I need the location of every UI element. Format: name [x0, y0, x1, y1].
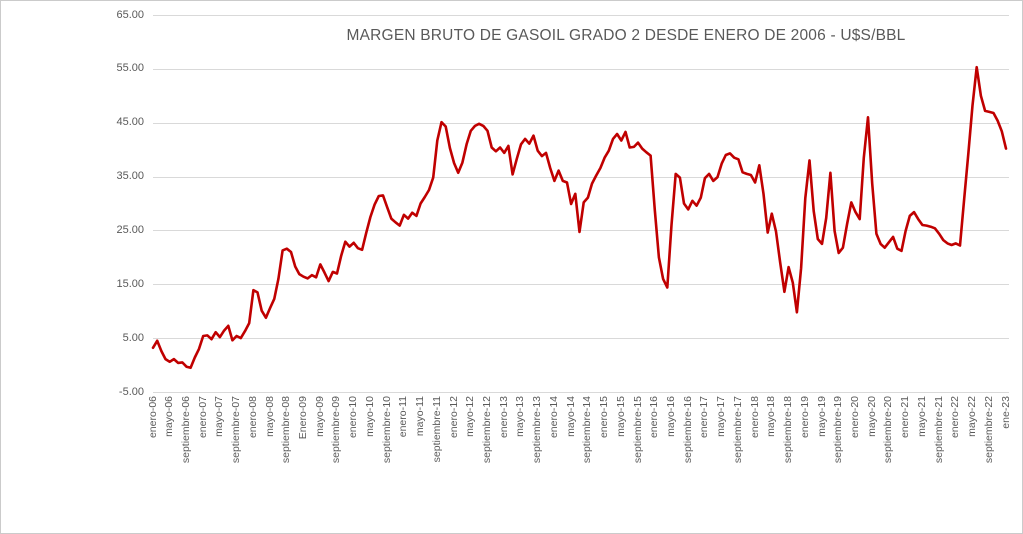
- x-axis-tick-label: septiembre-16: [681, 396, 694, 464]
- x-axis-tick-label: enero-14: [547, 396, 560, 439]
- x-axis-tick-label: mayo-09: [313, 396, 326, 437]
- x-axis-tick-label: enero-19: [798, 396, 811, 439]
- x-axis-tick-label: septiembre-10: [380, 396, 393, 464]
- x-axis-tick-label: enero-18: [748, 396, 761, 439]
- margin-series-line: [151, 65, 1008, 370]
- y-axis-tick-label: 25.00: [116, 223, 144, 236]
- x-axis-tick-label: mayo-15: [614, 396, 627, 437]
- y-axis-tick-label: 65.00: [116, 8, 144, 21]
- x-axis-tick-label: enero-17: [698, 396, 711, 439]
- x-axis-tick-label: enero-07: [196, 396, 209, 439]
- y-axis-tick-label: 15.00: [116, 277, 144, 290]
- x-axis-tick-label: mayo-17: [715, 396, 728, 437]
- x-axis-tick-label: mayo-13: [514, 396, 527, 437]
- x-axis-tick-label: enero-13: [497, 396, 510, 439]
- x-axis-tick-label: mayo-11: [414, 396, 427, 437]
- x-axis-tick-label: mayo-08: [263, 396, 276, 437]
- x-axis-tick-label: mayo-10: [363, 396, 376, 437]
- x-axis-tick-label: septiembre-14: [581, 396, 594, 464]
- x-axis-tick-label: septiembre-15: [631, 396, 644, 464]
- x-axis-tick-label: septiembre-09: [330, 396, 343, 464]
- x-axis-tick-label: septiembre-17: [731, 396, 744, 464]
- x-axis-tick-label: mayo-22: [966, 396, 979, 437]
- x-axis-tick-label: mayo-18: [765, 396, 778, 437]
- x-axis-tick-label: septiembre-21: [932, 396, 945, 464]
- chart-title: MARGEN BRUTO DE GASOIL GRADO 2 DESDE ENE…: [346, 27, 906, 44]
- x-axis-tick-label: enero-10: [347, 396, 360, 439]
- x-axis-tick-label: enero-16: [648, 396, 661, 439]
- x-axis-tick-label: mayo-12: [464, 396, 477, 437]
- x-axis-tick-label: septiembre-08: [280, 396, 293, 464]
- y-axis-tick-label: 35.00: [116, 170, 144, 183]
- y-axis-tick-label: -5.00: [118, 385, 144, 398]
- x-axis-tick-label: septiembre-18: [782, 396, 795, 464]
- x-axis-tick-label: septiembre-12: [481, 396, 493, 464]
- x-axis-tick-label: enero-06: [146, 396, 159, 439]
- x-axis-tick-label: septiembre-13: [531, 396, 544, 464]
- x-axis-tick-label: enero-21: [899, 396, 912, 439]
- x-axis-tick-label: mayo-06: [163, 396, 176, 437]
- x-axis-tick-label: septiembre-19: [832, 396, 845, 464]
- y-axis-tick-label: 55.00: [116, 62, 144, 75]
- x-axis-tick-label: enero-08: [246, 396, 259, 439]
- x-axis-tick-label: mayo-14: [564, 396, 577, 437]
- x-axis-tick-label: septiembre-07: [230, 396, 243, 464]
- x-axis-tick-label: enero-22: [949, 396, 962, 439]
- x-axis-tick-label: mayo-20: [865, 396, 878, 437]
- x-axis-tick-label: mayo-21: [915, 396, 928, 437]
- x-axis-tick-label: mayo-07: [213, 396, 226, 437]
- x-axis-tick-label: septiembre-20: [882, 396, 895, 464]
- x-axis-tick-label: septiembre-22: [982, 396, 995, 464]
- y-axis-tick-label: 5.00: [122, 331, 144, 344]
- y-axis-tick-label: 45.00: [116, 116, 144, 129]
- x-axis-tick-label: septiembre-06: [179, 396, 192, 464]
- x-axis-tick-label: Enero-09: [297, 396, 310, 440]
- x-axis-tick-label: septiembre-11: [430, 396, 443, 463]
- x-axis-tick-label: ene-23: [999, 396, 1012, 429]
- x-axis-tick-label: enero-15: [598, 396, 611, 439]
- x-axis-tick-label: enero-20: [848, 396, 861, 439]
- x-axis-tick-label: mayo-19: [815, 396, 828, 437]
- x-axis-tick-label: enero-12: [447, 396, 460, 439]
- x-axis-tick-label: enero-11: [397, 396, 410, 438]
- x-axis-tick-label: mayo-16: [664, 396, 677, 437]
